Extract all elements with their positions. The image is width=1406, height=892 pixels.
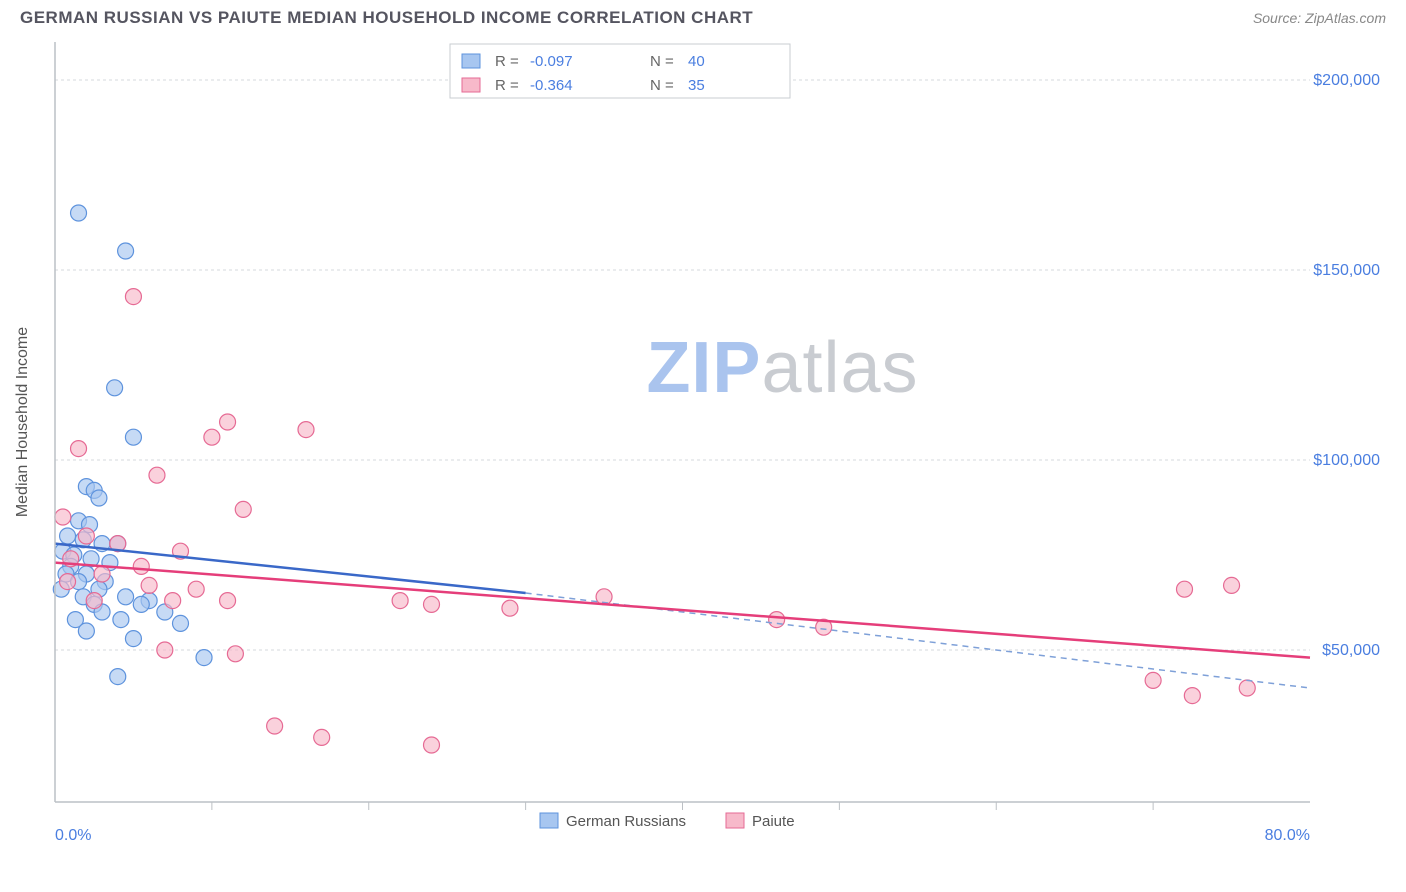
scatter-point xyxy=(125,429,141,445)
y-tick-label: $200,000 xyxy=(1313,72,1380,89)
scatter-point xyxy=(60,574,76,590)
watermark: ZIPatlas xyxy=(646,328,918,408)
scatter-point xyxy=(196,650,212,666)
scatter-point xyxy=(204,429,220,445)
scatter-point xyxy=(133,596,149,612)
scatter-point xyxy=(133,558,149,574)
stat-r-label: R = xyxy=(495,53,519,70)
stats-swatch xyxy=(462,78,480,92)
scatter-point xyxy=(235,501,251,517)
scatter-point xyxy=(267,718,283,734)
legend-label: German Russians xyxy=(566,813,686,830)
y-tick-label: $50,000 xyxy=(1322,642,1380,659)
y-axis-title: Median Household Income xyxy=(14,327,31,517)
scatter-point xyxy=(220,593,236,609)
scatter-point xyxy=(107,380,123,396)
legend-label: Paiute xyxy=(752,813,795,830)
chart-area: $50,000 $100,000 $150,000 $200,000 ZIPatlas 0… xyxy=(0,32,1406,882)
stat-r-label: R = xyxy=(495,77,519,94)
scatter-point xyxy=(769,612,785,628)
scatter-point xyxy=(141,577,157,593)
source-label: Source: ZipAtlas.com xyxy=(1253,10,1386,26)
stat-n-label: N = xyxy=(650,77,674,94)
scatter-point xyxy=(125,631,141,647)
scatter-point xyxy=(110,669,126,685)
scatter-point xyxy=(227,646,243,662)
stat-n-value: 35 xyxy=(688,77,705,94)
scatter-point xyxy=(298,422,314,438)
scatter-point xyxy=(220,414,236,430)
scatter-point xyxy=(1177,581,1193,597)
scatter-point xyxy=(1145,672,1161,688)
scatter-point xyxy=(1239,680,1255,696)
scatter-point xyxy=(165,593,181,609)
scatter-point xyxy=(424,596,440,612)
scatter-point xyxy=(71,205,87,221)
stat-r-value: -0.097 xyxy=(530,53,573,70)
scatter-point xyxy=(118,243,134,259)
legend-swatch xyxy=(726,813,744,828)
stat-n-value: 40 xyxy=(688,53,705,70)
stat-r-value: -0.364 xyxy=(530,77,573,94)
scatter-point xyxy=(1224,577,1240,593)
scatter-point xyxy=(173,615,189,631)
title-bar: GERMAN RUSSIAN VS PAIUTE MEDIAN HOUSEHOL… xyxy=(0,0,1406,32)
scatter-point xyxy=(314,729,330,745)
scatter-point xyxy=(55,509,71,525)
scatter-point xyxy=(424,737,440,753)
legend-swatch xyxy=(540,813,558,828)
chart-svg: $50,000 $100,000 $150,000 $200,000 ZIPatlas 0… xyxy=(0,32,1406,882)
scatter-point xyxy=(71,441,87,457)
y-tick-label: $150,000 xyxy=(1313,262,1380,279)
x-tick-label: 0.0% xyxy=(55,827,91,844)
scatter-point xyxy=(60,528,76,544)
y-tick-label: $100,000 xyxy=(1313,452,1380,469)
scatter-point xyxy=(94,566,110,582)
scatter-point xyxy=(118,589,134,605)
scatter-point xyxy=(1184,688,1200,704)
scatter-point xyxy=(78,623,94,639)
scatter-point xyxy=(91,490,107,506)
scatter-point xyxy=(125,289,141,305)
stats-swatch xyxy=(462,54,480,68)
scatter-point xyxy=(86,593,102,609)
trend-line xyxy=(55,563,1310,658)
scatter-point xyxy=(113,612,129,628)
stat-n-label: N = xyxy=(650,53,674,70)
scatter-point xyxy=(502,600,518,616)
scatter-point xyxy=(78,528,94,544)
x-tick-label: 80.0% xyxy=(1265,827,1310,844)
scatter-point xyxy=(157,642,173,658)
scatter-point xyxy=(392,593,408,609)
chart-title: GERMAN RUSSIAN VS PAIUTE MEDIAN HOUSEHOL… xyxy=(20,8,753,28)
scatter-point xyxy=(149,467,165,483)
scatter-point xyxy=(188,581,204,597)
